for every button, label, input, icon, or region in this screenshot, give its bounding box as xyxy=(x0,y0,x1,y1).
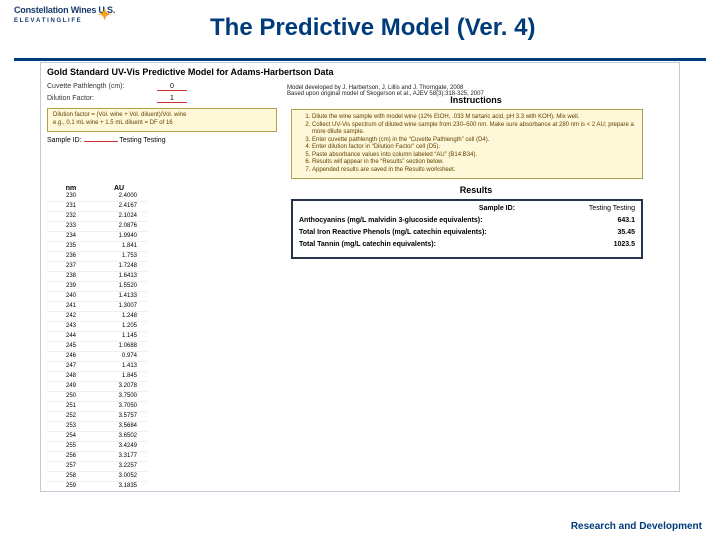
table-row: 2351.841 xyxy=(47,242,147,252)
star-icon: ✦ xyxy=(98,7,111,25)
table-row: 2553.4249 xyxy=(47,442,147,452)
table-row: 2381.6413 xyxy=(47,272,147,282)
table-row: 2401.4133 xyxy=(47,292,147,302)
table-row: 2441.145 xyxy=(47,332,147,342)
sample-id-blank[interactable] xyxy=(84,141,118,142)
result-line: Total Iron Reactive Phenols (mg/L catech… xyxy=(299,229,635,236)
instruction-item: Enter cuvette pathlength (cm) in the “Cu… xyxy=(312,137,636,145)
table-row: 2431.205 xyxy=(47,322,147,332)
instruction-item: Collect UV-Vis spectrum of diluted wine … xyxy=(312,122,636,137)
tip-line-1: Dilution factor = (Vol. wine + Vol. dilu… xyxy=(53,112,271,120)
table-row: 2471.413 xyxy=(47,362,147,372)
horizontal-rule xyxy=(14,58,706,61)
instruction-item: Enter dilution factor in “Dilution Facto… xyxy=(312,144,636,152)
table-row: 2371.7248 xyxy=(47,262,147,272)
table-row: 2421.248 xyxy=(47,312,147,322)
dilution-tip-box: Dilution factor = (Vol. wine + Vol. dilu… xyxy=(47,108,277,132)
table-row: 2411.3007 xyxy=(47,302,147,312)
instructions-heading: Instructions xyxy=(291,95,661,105)
instruction-item: Appended results are saved in the Result… xyxy=(312,167,636,175)
results-sample-value: Testing Testing xyxy=(525,205,635,212)
spreadsheet: Gold Standard UV-Vis Predictive Model fo… xyxy=(40,62,680,492)
sample-id-label: Sample ID: xyxy=(47,137,82,144)
instructions-box: Dilute the wine sample with model wine (… xyxy=(291,109,643,179)
table-row: 2573.2257 xyxy=(47,462,147,472)
results-box: Sample ID: Testing Testing Anthocyanins … xyxy=(291,199,643,259)
col-au: AU xyxy=(95,185,143,192)
table-row: 2361.753 xyxy=(47,252,147,262)
table-row: 2322.1024 xyxy=(47,212,147,222)
tip-line-2: e.g., 0.1 mL wine + 1.5 mL diluent = DF … xyxy=(53,120,271,128)
table-row: 2493.2078 xyxy=(47,382,147,392)
table-row: 2332.0876 xyxy=(47,222,147,232)
spectrum-table: nm AU 2302.40002312.41672322.10242332.08… xyxy=(47,185,147,492)
table-row: 2302.4000 xyxy=(47,192,147,202)
dilution-label: Dilution Factor: xyxy=(47,95,155,102)
instruction-item: Paste absorbance values into column labe… xyxy=(312,152,636,160)
results-sample-label: Sample ID: xyxy=(299,205,515,212)
table-row: 2543.6502 xyxy=(47,432,147,442)
result-line: Total Tannin (mg/L catechin equivalents)… xyxy=(299,241,635,248)
table-row: 2503.7500 xyxy=(47,392,147,402)
footer: Research and Development xyxy=(571,521,702,532)
table-row: 2593.1835 xyxy=(47,482,147,492)
dilution-value[interactable]: 1 xyxy=(157,95,187,103)
page-title: The Predictive Model (Ver. 4) xyxy=(210,14,535,42)
table-row: 2312.4167 xyxy=(47,202,147,212)
col-nm: nm xyxy=(47,185,95,192)
table-row: 2341.9940 xyxy=(47,232,147,242)
table-row: 2583.0052 xyxy=(47,472,147,482)
table-row: 2523.5757 xyxy=(47,412,147,422)
instruction-item: Results will appear in the “Results” sec… xyxy=(312,159,636,167)
cuvette-label: Cuvette Pathlength (cm): xyxy=(47,83,155,90)
table-row: 2533.5684 xyxy=(47,422,147,432)
table-row: 2451.0688 xyxy=(47,342,147,352)
cuvette-value[interactable]: 0 xyxy=(157,83,187,91)
sample-id-value: Testing Testing xyxy=(119,137,165,144)
table-row: 2563.3177 xyxy=(47,452,147,462)
results-heading: Results xyxy=(291,185,661,195)
table-row: 2481.845 xyxy=(47,372,147,382)
result-line: Anthocyanins (mg/L malvidin 3-glucoside … xyxy=(299,217,635,224)
table-row: 2391.5520 xyxy=(47,282,147,292)
table-row: 2460.974 xyxy=(47,352,147,362)
sheet-title: Gold Standard UV-Vis Predictive Model fo… xyxy=(41,63,679,81)
logo: ✦ Constellation Wines U.S. E L E V A T I… xyxy=(14,6,115,24)
instruction-item: Dilute the wine sample with model wine (… xyxy=(312,114,636,122)
table-row: 2513.7050 xyxy=(47,402,147,412)
